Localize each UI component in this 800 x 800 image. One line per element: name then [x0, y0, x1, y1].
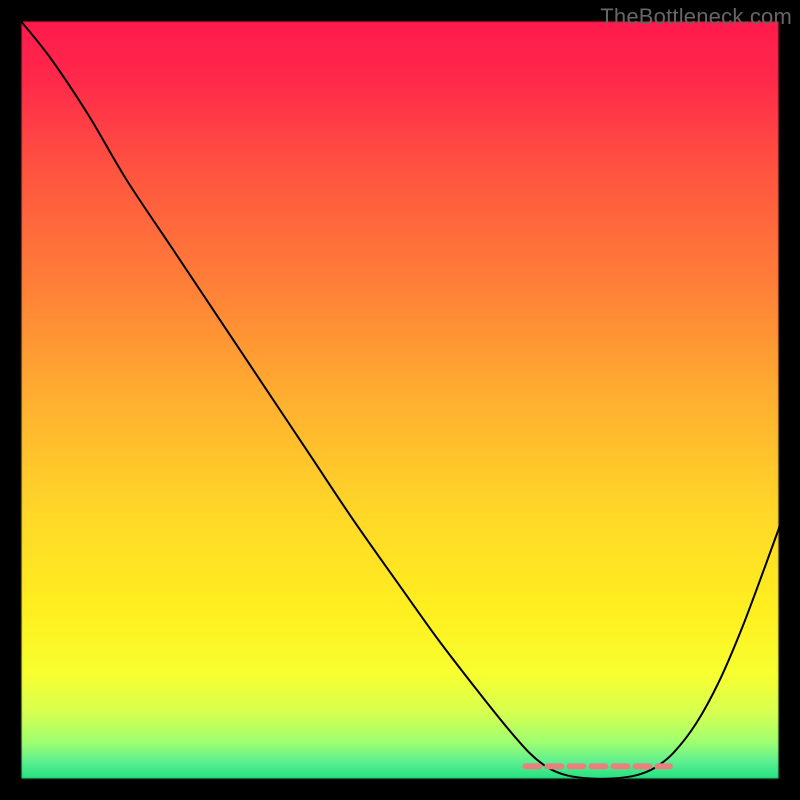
watermark-text: TheBottleneck.com	[600, 4, 792, 30]
plot-svg	[0, 0, 800, 800]
bottleneck-curve	[20, 20, 780, 779]
chart-container: TheBottleneck.com	[0, 0, 800, 800]
